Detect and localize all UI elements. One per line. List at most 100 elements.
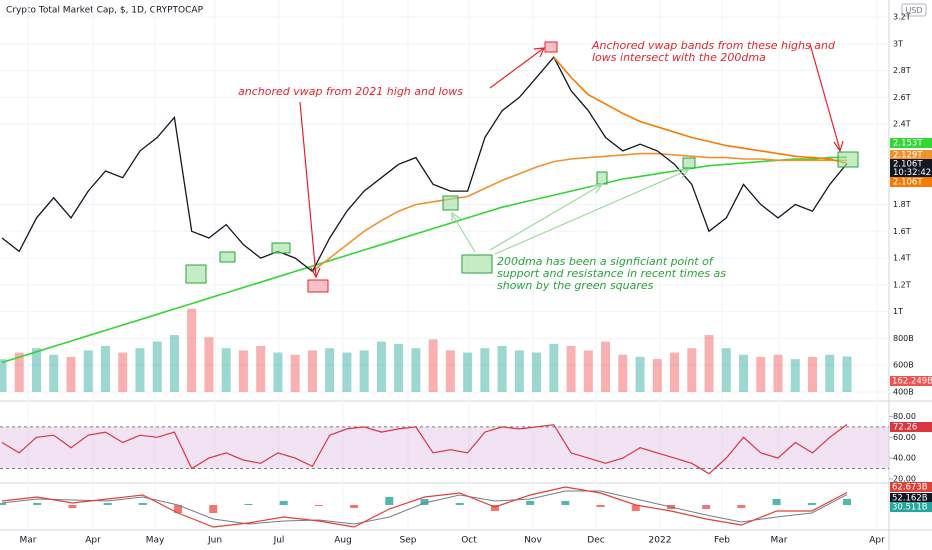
macd-histogram-bar xyxy=(279,501,288,505)
annotation-text: Anchored vwap bands from these highs and xyxy=(591,39,836,52)
volume-bar xyxy=(325,348,335,392)
macd-histogram-bar xyxy=(174,505,183,513)
currency-label[interactable]: USD xyxy=(905,6,922,15)
rsi-tick-label: 40.00 xyxy=(893,454,916,463)
volume-bar xyxy=(100,346,110,392)
volume-bar xyxy=(14,352,24,392)
macd-histogram-bar xyxy=(737,505,746,508)
red-arrows xyxy=(299,43,844,279)
y-tick-label: 1T xyxy=(893,307,903,316)
volume-bar xyxy=(376,341,386,392)
green-arrows xyxy=(451,168,691,255)
chart-title: Crypto Total Market Cap, $, 1D, CRYPTOCA… xyxy=(6,6,204,16)
volume-bar xyxy=(618,354,628,392)
green-square xyxy=(442,195,459,211)
volume-bar xyxy=(290,354,300,392)
volume-bar xyxy=(514,350,524,392)
volume-bar xyxy=(670,352,680,392)
macd-histogram-bar xyxy=(385,497,394,505)
volume-bar xyxy=(256,346,266,392)
annotation-text: shown by the green squares xyxy=(497,279,654,292)
green-square xyxy=(271,242,291,254)
price-tag-label: 2.106T xyxy=(893,160,923,170)
rsi-tag-label: 72.26 xyxy=(893,423,917,433)
y-tick-label: 800B xyxy=(893,334,914,343)
y-tick-label: 600B xyxy=(893,361,914,370)
rsi-tick-label: 60.00 xyxy=(893,433,916,442)
volume-bar xyxy=(825,354,835,392)
volume-bar xyxy=(152,341,162,392)
volume-bar xyxy=(808,356,818,392)
macd-tag xyxy=(890,502,932,512)
volume-bar xyxy=(445,350,455,392)
x-tick-label: Jun xyxy=(207,536,222,546)
y-tick-label: 2.6T xyxy=(893,93,911,102)
y-tick-label: 400B xyxy=(893,387,914,396)
x-tick-label: Aug xyxy=(334,536,352,546)
macd-tag-label: 52.162B xyxy=(892,494,928,504)
countdown: 10:32:42 xyxy=(893,168,931,178)
macd-histogram-bar xyxy=(596,505,605,507)
price-line xyxy=(1,56,848,273)
rsi-tick-label: 20.00 xyxy=(893,474,916,483)
volume-bar xyxy=(549,343,559,392)
macd-histogram-bar xyxy=(561,501,570,505)
volume-bar xyxy=(273,352,283,392)
price-tag xyxy=(890,177,932,187)
volume-bar xyxy=(842,356,852,392)
volume-bar xyxy=(687,348,697,392)
macd-histogram-bar xyxy=(314,505,323,506)
macd-tag xyxy=(890,493,932,503)
green-square xyxy=(837,151,859,168)
volume-bar xyxy=(566,346,576,392)
volume-bar xyxy=(463,352,473,392)
green-square xyxy=(461,254,493,274)
indicator-line xyxy=(1,156,848,364)
indicator-line xyxy=(553,56,848,165)
x-tick-label: May xyxy=(146,536,165,546)
macd-histogram-bar xyxy=(0,503,6,505)
macd-histogram-bar xyxy=(33,503,42,505)
rsi-band xyxy=(0,426,889,469)
volume-bar xyxy=(790,359,800,392)
y-tick-label: 3T xyxy=(893,39,903,48)
y-tick-label: 2.8T xyxy=(893,66,911,75)
currency-box[interactable] xyxy=(901,3,927,17)
volume-tag xyxy=(890,376,932,386)
macd-histogram-bar xyxy=(103,503,112,505)
x-tick-label: 2022 xyxy=(649,536,672,546)
macd-tag-label: 62.673B xyxy=(892,483,928,493)
volume-bar xyxy=(221,348,231,392)
volume-bar xyxy=(169,335,179,392)
volume-bar xyxy=(739,354,749,392)
price-tag xyxy=(890,159,932,169)
x-tick-label: Apr xyxy=(869,536,885,546)
annotation-text: anchored vwap from 2021 high and lows xyxy=(238,85,463,98)
macd-histogram-bar xyxy=(526,501,535,505)
x-tick-label: Mar xyxy=(771,536,788,546)
y-tick-label: 2.4T xyxy=(893,120,911,129)
countdown-tag xyxy=(890,168,932,177)
x-tick-label: Nov xyxy=(524,536,542,546)
volume-bar xyxy=(583,350,593,392)
macd-line xyxy=(1,486,848,528)
macd-histogram-bar xyxy=(350,505,359,508)
macd-histogram-bar xyxy=(420,499,429,505)
volume-bar xyxy=(480,348,490,392)
price-tag-label: 2.129T xyxy=(893,151,923,161)
volume-bar xyxy=(411,348,421,392)
volume-bar xyxy=(359,350,369,392)
rsi-tick-label: 80.00 xyxy=(893,412,916,421)
volume-bar xyxy=(601,341,611,392)
annotations: anchored vwap from 2021 high and lows Anc… xyxy=(185,39,859,293)
x-tick-label: Mar xyxy=(20,536,37,546)
volume-bar xyxy=(238,350,248,392)
volume-bar xyxy=(704,335,714,392)
volume-bar xyxy=(428,339,438,392)
volume-bar xyxy=(49,354,59,392)
y-tick-label: 1.4T xyxy=(893,254,911,263)
macd-histogram-bar xyxy=(209,505,218,513)
indicator-line xyxy=(311,152,848,273)
volume-bar xyxy=(204,337,214,392)
